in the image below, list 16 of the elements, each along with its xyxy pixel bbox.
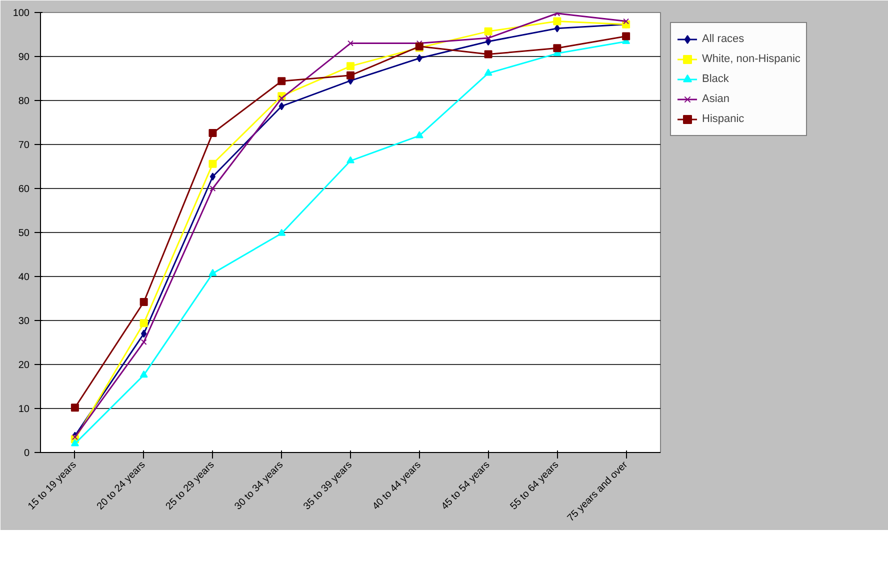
y-tick-label: 70	[18, 140, 30, 151]
legend-label: All races	[702, 33, 744, 45]
y-tick-label: 0	[24, 448, 30, 459]
y-tick-label: 90	[18, 52, 30, 63]
legend-label: Hispanic	[702, 113, 744, 125]
y-tick-label: 50	[18, 228, 30, 239]
y-tick-label: 30	[18, 316, 30, 327]
y-tick-label: 80	[18, 96, 30, 107]
y-tick-label: 100	[12, 8, 30, 19]
y-tick-label: 20	[18, 360, 30, 371]
y-tick-label: 60	[18, 184, 30, 195]
y-tick-label: 10	[18, 404, 30, 415]
legend-label: White, non-Hispanic	[702, 53, 800, 65]
legend-label: Black	[702, 73, 729, 85]
legend-label: Asian	[702, 93, 730, 105]
y-tick-label: 40	[18, 272, 30, 283]
